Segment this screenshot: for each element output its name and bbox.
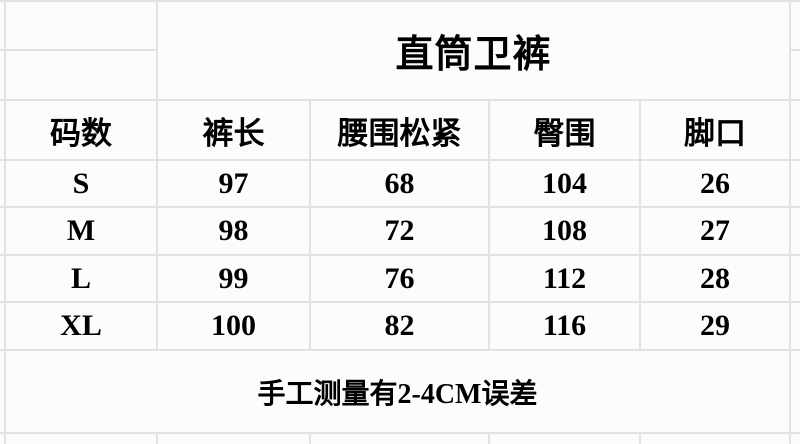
- gridline-vertical: [4, 0, 6, 444]
- measurement-tolerance-note: 手工测量有2-4CM误差: [6, 351, 789, 432]
- gridline-vertical: [488, 99, 490, 444]
- table-row: 99: [158, 256, 309, 301]
- table-row: 98: [158, 208, 309, 254]
- table-row: 100: [158, 303, 309, 349]
- table-row: 29: [641, 303, 789, 349]
- gridline-horizontal: [0, 206, 800, 208]
- gridline-horizontal: [0, 254, 800, 256]
- gridline-horizontal: [0, 159, 800, 161]
- table-row: 27: [641, 208, 789, 254]
- gridline-horizontal: [0, 301, 800, 303]
- table-row: 116: [490, 303, 639, 349]
- table-row: 104: [490, 161, 639, 206]
- gridline-horizontal: [0, 99, 800, 101]
- table-row: 97: [158, 161, 309, 206]
- gridline-horizontal: [0, 432, 800, 434]
- chart-title: 直筒卫裤: [158, 2, 789, 99]
- table-row: 28: [641, 256, 789, 301]
- gridline-vertical: [789, 0, 791, 444]
- table-row: 108: [490, 208, 639, 254]
- column-header-waist-elastic: 腰围松紧: [311, 101, 488, 159]
- gridline-vertical: [309, 99, 311, 444]
- column-header-leg-opening: 脚口: [641, 101, 789, 159]
- column-header-hip: 臀围: [490, 101, 639, 159]
- column-header-size: 码数: [6, 101, 156, 159]
- table-row: S: [6, 161, 156, 206]
- gridline-vertical: [156, 0, 158, 444]
- gridline-horizontal: [0, 0, 800, 2]
- table-row: 76: [311, 256, 488, 301]
- table-row: 82: [311, 303, 488, 349]
- table-row: M: [6, 208, 156, 254]
- table-row: 68: [311, 161, 488, 206]
- table-row: 26: [641, 161, 789, 206]
- column-header-pant-length: 裤长: [158, 101, 309, 159]
- table-row: 112: [490, 256, 639, 301]
- gridline-vertical: [639, 99, 641, 444]
- gridline-horizontal: [0, 349, 800, 351]
- table-row: XL: [6, 303, 156, 349]
- table-row: 72: [311, 208, 488, 254]
- table-row: L: [6, 256, 156, 301]
